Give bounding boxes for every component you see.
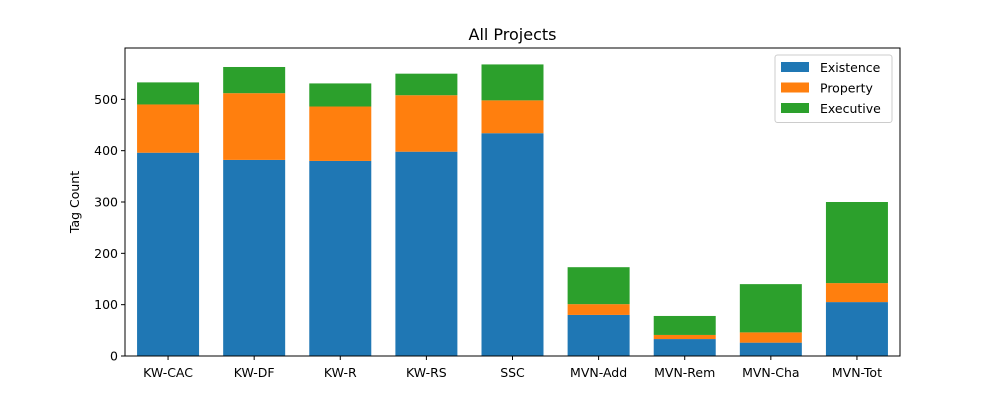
y-tick-label: 0: [110, 349, 118, 364]
bar-existence-kw-cac: [137, 152, 200, 356]
bar-executive-kw-r: [309, 83, 372, 107]
x-tick-label: MVN-Add: [570, 365, 627, 380]
y-axis-label: Tag Count: [67, 171, 82, 234]
bars-layer: [137, 64, 888, 356]
bar-executive-kw-df: [223, 66, 286, 94]
bar-existence-mvn-add: [567, 314, 630, 356]
legend-swatch-property: [781, 82, 809, 93]
x-tick-label: KW-R: [324, 365, 357, 380]
legend-label-property: Property: [820, 81, 873, 96]
bar-existence-kw-rs: [395, 151, 458, 356]
bar-executive-ssc: [481, 64, 544, 101]
legend-label-existence: Existence: [820, 60, 881, 75]
bar-property-kw-rs: [395, 95, 458, 152]
y-tick-label: 200: [94, 246, 118, 261]
y-tick-label: 400: [94, 143, 118, 158]
legend-label-executive: Executive: [820, 101, 881, 116]
legend: Existence Property Executive: [774, 54, 893, 123]
bar-existence-kw-r: [309, 160, 372, 356]
bar-executive-mvn-add: [567, 267, 630, 305]
bar-existence-mvn-cha: [739, 342, 802, 356]
bar-property-ssc: [481, 100, 544, 134]
x-tick-label: SSC: [500, 365, 525, 380]
bar-existence-ssc: [481, 133, 544, 356]
bar-executive-kw-rs: [395, 73, 458, 96]
bar-property-mvn-add: [567, 304, 630, 315]
x-tick-label: MVN-Cha: [742, 365, 800, 380]
bar-executive-mvn-rem: [653, 315, 716, 335]
bar-property-mvn-rem: [653, 334, 716, 340]
x-tick-label: KW-RS: [406, 365, 447, 380]
bar-executive-kw-cac: [137, 82, 200, 105]
bar-existence-mvn-tot: [825, 302, 888, 356]
bar-property-kw-df: [223, 93, 286, 160]
bar-existence-mvn-rem: [653, 339, 716, 356]
y-tick-label: 100: [94, 297, 118, 312]
x-tick-label: MVN-Tot: [832, 365, 882, 380]
x-tick-label: KW-DF: [234, 365, 275, 380]
chart-title: All Projects: [469, 25, 557, 44]
y-tick-label: 500: [94, 92, 118, 107]
x-tick-label: KW-CAC: [143, 365, 193, 380]
bar-property-kw-r: [309, 106, 372, 161]
legend-swatch-executive: [781, 103, 809, 113]
bar-existence-kw-df: [223, 159, 286, 356]
x-tick-label: MVN-Rem: [654, 365, 715, 380]
bar-executive-mvn-cha: [739, 284, 802, 333]
axes-layer: 0 100 200 300 400 500 KW-CAC KW-DF KW-R KW-RS SSC M…: [94, 47, 901, 380]
y-tick-label: 300: [94, 195, 118, 210]
bar-property-kw-cac: [137, 104, 200, 153]
bar-property-mvn-cha: [739, 332, 802, 343]
legend-swatch-existence: [781, 62, 809, 72]
bar-property-mvn-tot: [825, 283, 888, 303]
bar-executive-mvn-tot: [825, 202, 888, 284]
